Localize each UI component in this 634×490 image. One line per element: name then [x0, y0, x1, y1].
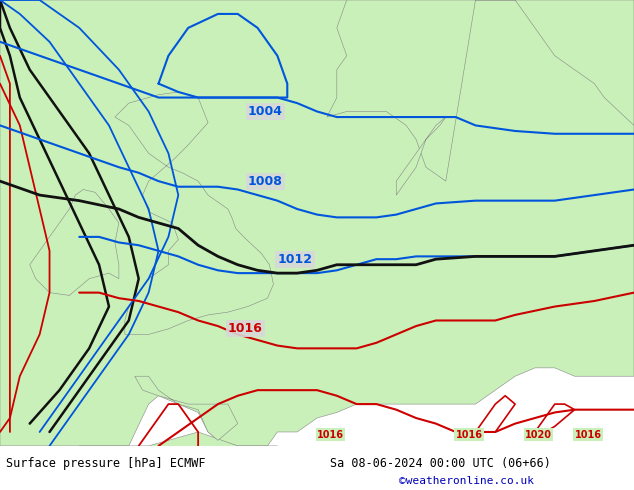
Text: 1012: 1012 [278, 253, 313, 266]
Text: 1016: 1016 [317, 430, 344, 440]
Polygon shape [134, 376, 238, 441]
Polygon shape [327, 0, 634, 181]
Text: Surface pressure [hPa] ECMWF: Surface pressure [hPa] ECMWF [6, 457, 206, 469]
Polygon shape [30, 190, 119, 295]
Text: 1016: 1016 [456, 430, 482, 440]
Polygon shape [49, 432, 301, 490]
Text: 1016: 1016 [228, 322, 262, 335]
Polygon shape [115, 92, 273, 335]
Polygon shape [396, 117, 446, 195]
Text: 1016: 1016 [574, 430, 602, 440]
Text: 1004: 1004 [248, 105, 283, 118]
Text: 1008: 1008 [248, 174, 283, 188]
Polygon shape [0, 0, 634, 446]
Text: 1020: 1020 [525, 430, 552, 440]
Text: Sa 08-06-2024 00:00 UTC (06+66): Sa 08-06-2024 00:00 UTC (06+66) [330, 457, 550, 469]
Text: ©weatheronline.co.uk: ©weatheronline.co.uk [399, 476, 534, 486]
